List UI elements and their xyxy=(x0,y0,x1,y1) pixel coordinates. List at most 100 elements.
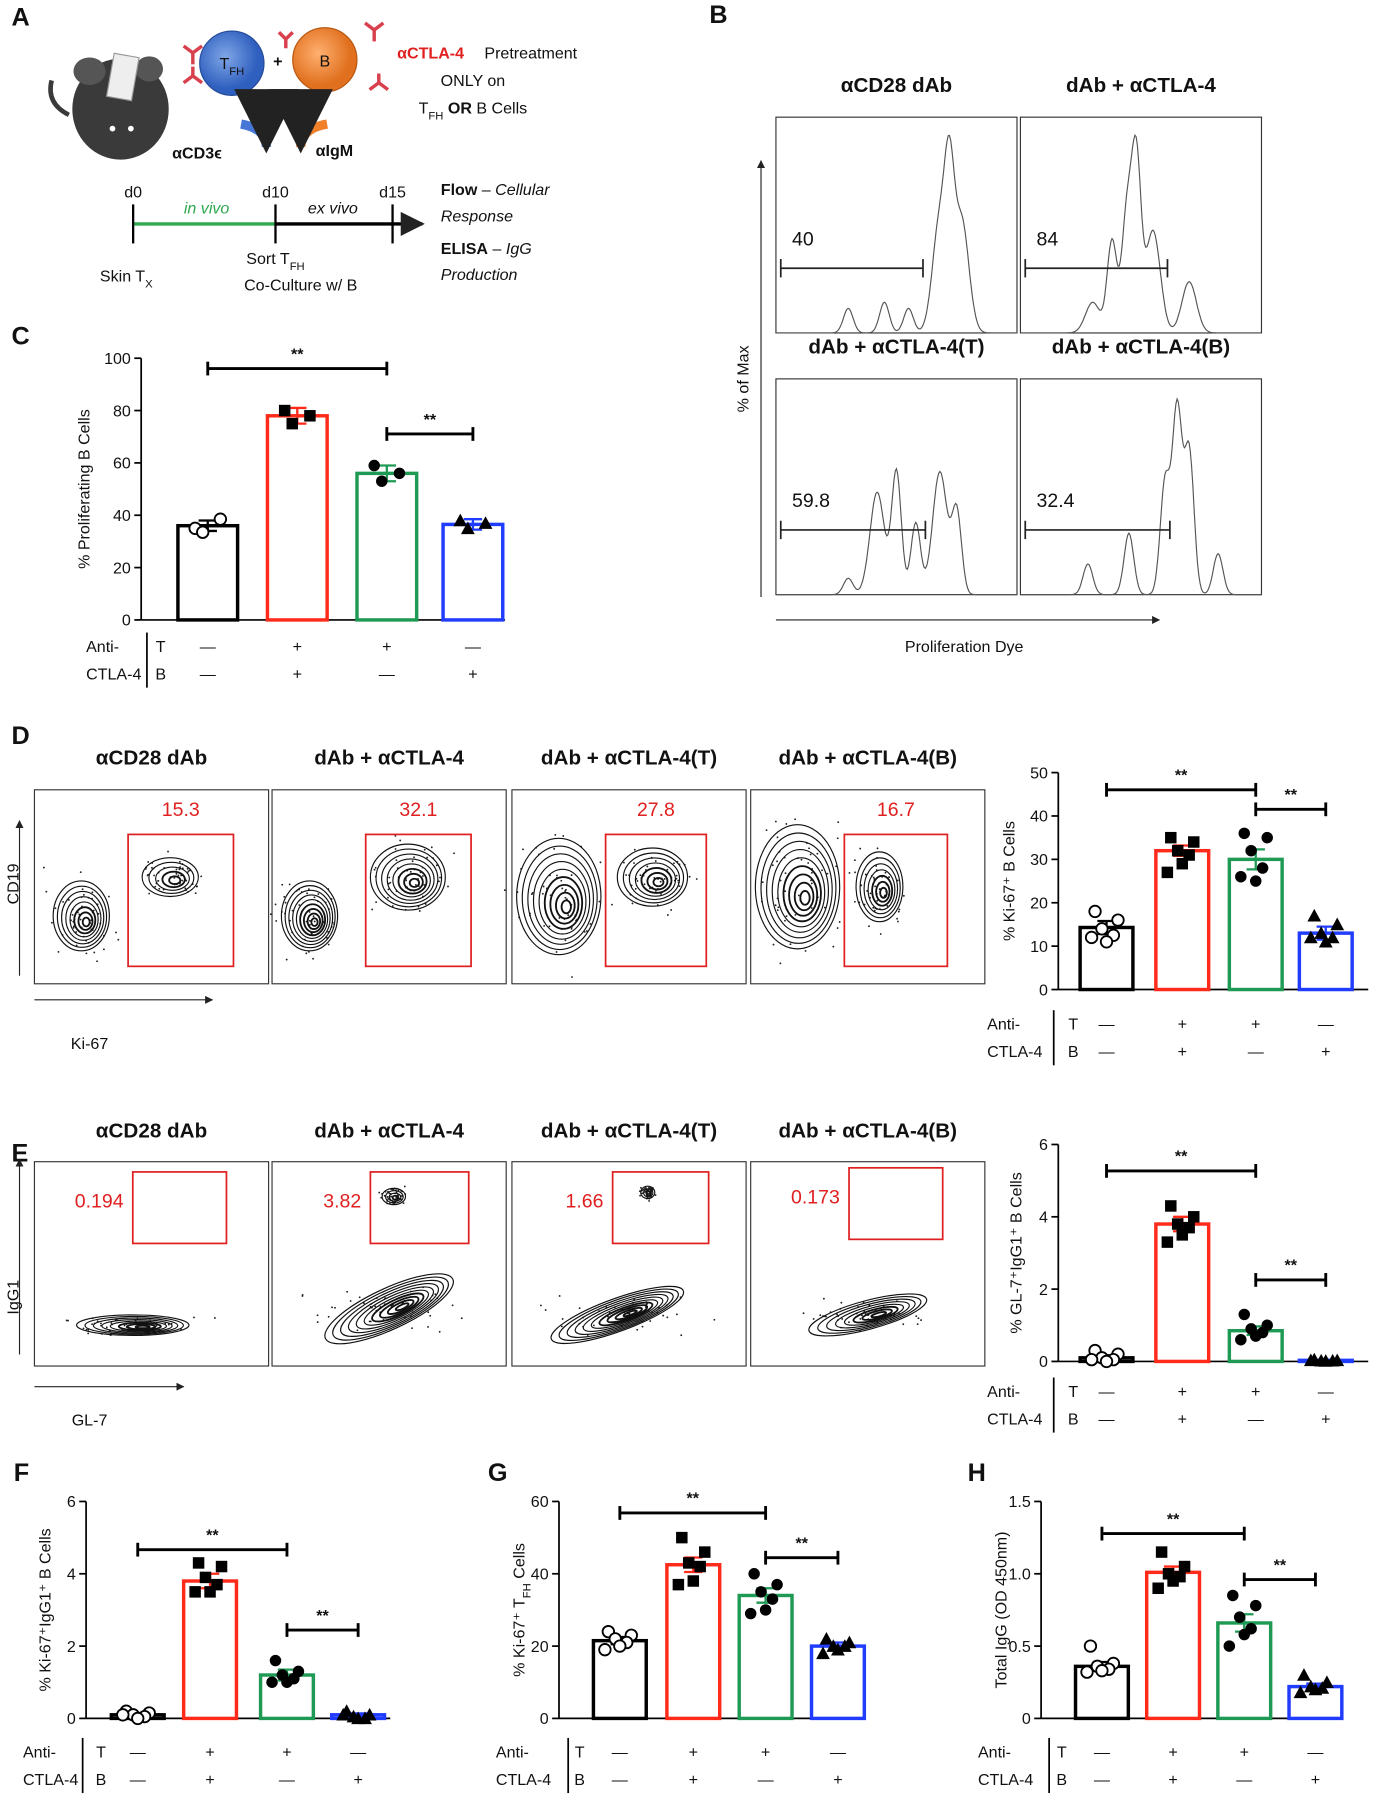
event-dot xyxy=(503,889,506,892)
contour-line xyxy=(386,858,435,901)
data-point xyxy=(831,1642,845,1656)
event-dot xyxy=(331,1306,333,1309)
contour-line xyxy=(652,877,665,888)
contour-line xyxy=(76,1314,190,1336)
contour-title: dAb + αCTLA-4(T) xyxy=(541,747,717,770)
bar xyxy=(265,414,329,622)
event-dot xyxy=(79,918,82,921)
contour-line xyxy=(408,877,421,888)
event-dot xyxy=(363,1302,365,1305)
event-dot xyxy=(836,927,839,929)
event-dot xyxy=(848,1321,850,1324)
significance-label: ** xyxy=(1175,1148,1188,1166)
contour-line xyxy=(284,885,336,949)
condition-symbol: — xyxy=(1248,1411,1265,1429)
condition-symbol: + xyxy=(205,1771,214,1789)
data-point xyxy=(1261,831,1273,844)
significance-label: ** xyxy=(796,1535,809,1553)
y-tick-label: 0 xyxy=(67,1710,76,1728)
event-dot xyxy=(797,894,800,897)
y-tick-label: 40 xyxy=(113,507,131,525)
histogram-curve xyxy=(1020,397,1262,596)
event-dot xyxy=(395,859,398,862)
contour-line xyxy=(388,1192,402,1202)
contour-line xyxy=(826,1298,916,1332)
data-point xyxy=(1245,844,1257,857)
event-dot xyxy=(854,871,856,874)
event-dot xyxy=(920,1319,922,1322)
event-dot xyxy=(776,836,779,839)
contour-line xyxy=(92,1317,179,1334)
event-dot xyxy=(860,884,863,887)
event-dot xyxy=(583,930,586,933)
condition-row-name: T xyxy=(96,1743,106,1761)
gate-value: 59.8 xyxy=(792,490,830,512)
gate-box xyxy=(131,1171,228,1245)
bar xyxy=(181,1579,239,1721)
condition-symbol: — xyxy=(350,1743,367,1761)
event-dot xyxy=(660,892,662,895)
contour-frame xyxy=(271,789,507,985)
gate-box xyxy=(848,1166,944,1241)
y-tick-label: 60 xyxy=(531,1493,549,1511)
y-tick-label: 1.5 xyxy=(1008,1493,1030,1511)
condition-symbol: — xyxy=(612,1771,629,1789)
event-dot xyxy=(628,1312,631,1315)
panel-label: D xyxy=(11,722,29,750)
event-dot xyxy=(186,867,189,870)
event-dot xyxy=(87,1332,90,1335)
condition-label: CTLA-4 xyxy=(23,1771,78,1789)
significance-label: ** xyxy=(1274,1556,1287,1574)
event-dot xyxy=(879,933,882,935)
condition-symbol: + xyxy=(1178,1411,1187,1429)
y-tick-label: 0.5 xyxy=(1008,1638,1030,1656)
data-point xyxy=(1235,1333,1247,1346)
data-point xyxy=(1174,1570,1186,1583)
contour-frame xyxy=(33,1161,270,1367)
data-point xyxy=(744,1607,757,1620)
contour-line xyxy=(168,875,182,886)
event-dot xyxy=(564,896,567,899)
text-segment: Production xyxy=(441,266,518,284)
event-dot xyxy=(917,1317,920,1320)
event-dot xyxy=(194,892,197,895)
y-axis-label: IgG1 xyxy=(4,1280,22,1315)
event-dot xyxy=(313,920,316,923)
targets-label: TFH OR B Cells xyxy=(419,100,528,123)
data-point xyxy=(748,1568,760,1580)
event-dot xyxy=(388,876,391,879)
event-dot xyxy=(654,1194,657,1196)
significance-label: ** xyxy=(424,411,437,429)
text-segment: Skin T xyxy=(100,267,145,285)
contour-line xyxy=(558,1288,679,1342)
event-dot xyxy=(859,1318,862,1320)
data-point xyxy=(1176,1229,1189,1241)
condition-label: CTLA-4 xyxy=(978,1771,1033,1789)
data-point xyxy=(278,404,291,417)
x-axis-label: Ki-67 xyxy=(71,1035,109,1053)
contour-line xyxy=(532,861,591,940)
event-dot xyxy=(561,1317,564,1320)
event-dot xyxy=(426,856,429,859)
event-dot xyxy=(389,881,392,884)
event-dot xyxy=(794,818,797,821)
y-tick-label: 40 xyxy=(1030,808,1048,826)
event-dot xyxy=(403,1185,406,1188)
y-tick-label: 60 xyxy=(113,455,131,473)
contour-line xyxy=(52,880,110,952)
event-dot xyxy=(399,839,402,842)
y-axis-label: % Proliferating B Cells xyxy=(76,409,94,569)
contour-line xyxy=(646,872,669,891)
condition-symbol: — xyxy=(612,1743,629,1761)
contour-line xyxy=(332,1276,449,1341)
event-dot xyxy=(848,871,851,874)
condition-symbol: + xyxy=(1321,1411,1330,1429)
data-point xyxy=(204,1586,216,1598)
event-dot xyxy=(826,872,829,875)
y-tick-label: 1.0 xyxy=(1008,1566,1030,1584)
data-point xyxy=(1183,1221,1195,1234)
data-point xyxy=(1099,1354,1114,1369)
gate-box xyxy=(127,833,235,968)
event-dot xyxy=(567,914,570,917)
data-point xyxy=(1223,1640,1236,1652)
